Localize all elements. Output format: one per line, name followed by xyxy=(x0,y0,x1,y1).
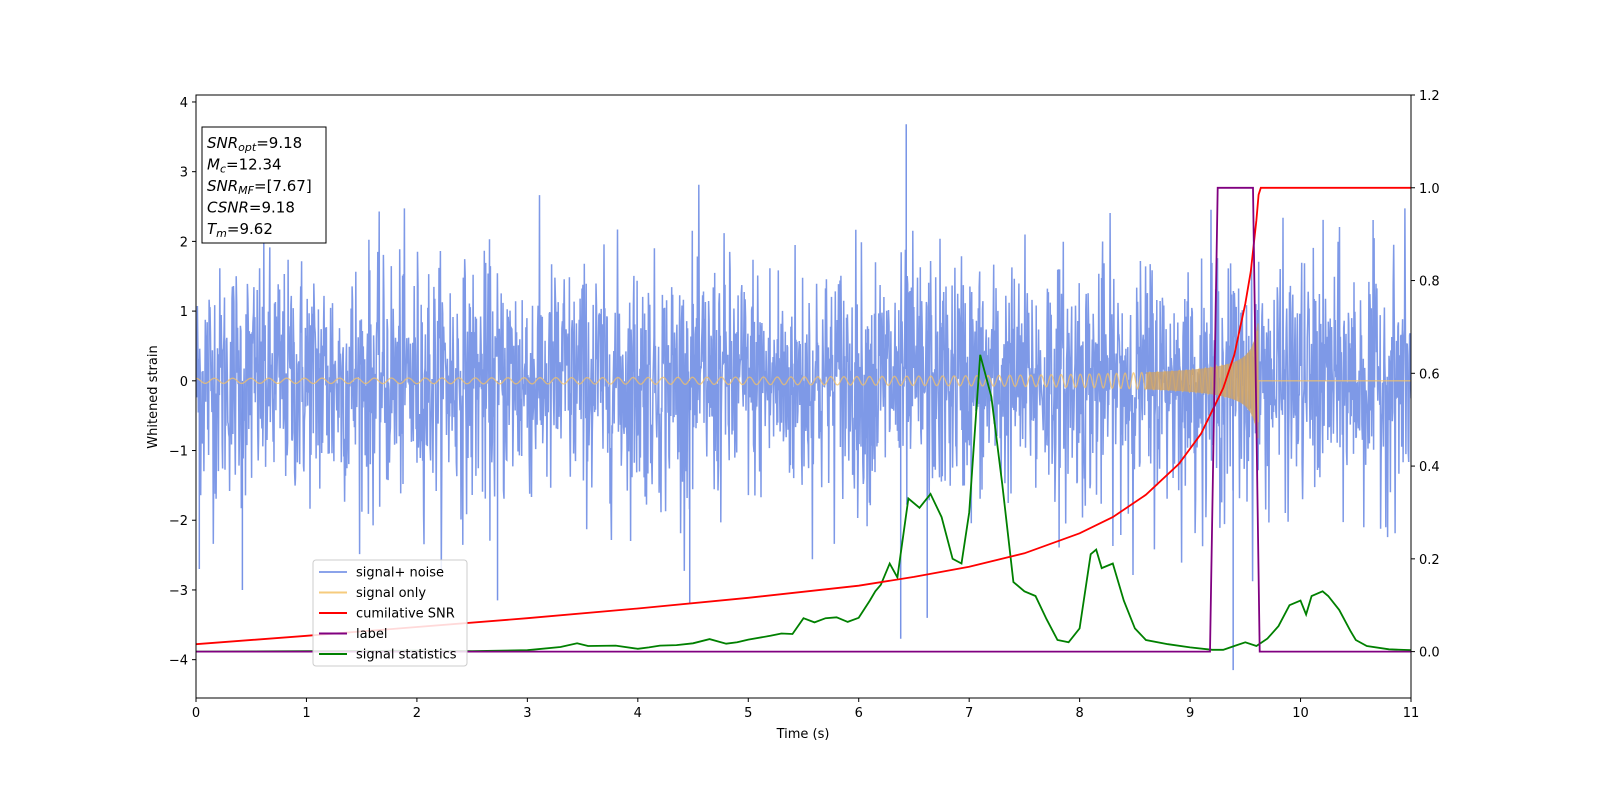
y-tick-label: 0 xyxy=(180,375,188,390)
series-cumilative-snr xyxy=(196,186,1411,646)
info-line: Mc=12.34 xyxy=(207,156,282,176)
x-axis: 0 1 2 3 4 5 6 7 8 9 10 11 xyxy=(192,698,1419,721)
x-axis-label: Time (s) xyxy=(776,727,830,742)
legend-label: signal statistics xyxy=(356,648,457,663)
y-tick-label: −3 xyxy=(169,584,188,599)
x-tick-label: 11 xyxy=(1403,706,1420,721)
legend-label: cumilative SNR xyxy=(356,607,455,622)
info-line: SNRopt=9.18 xyxy=(207,134,302,154)
x-tick-label: 4 xyxy=(634,706,642,721)
x-tick-label: 5 xyxy=(744,706,752,721)
legend-label: signal+ noise xyxy=(356,566,444,581)
y-tick-label: −1 xyxy=(169,445,188,460)
x-tick-label: 6 xyxy=(855,706,863,721)
plot-area-frame xyxy=(195,94,1412,699)
legend-label: label xyxy=(356,627,387,642)
y-tick-label: −4 xyxy=(169,654,188,669)
y-axis-left: −4 −3 −2 −1 0 1 2 3 4 xyxy=(169,96,196,669)
y-tick-label: 4 xyxy=(180,96,188,111)
info-line: SNRMF=[7.67] xyxy=(207,177,312,197)
x-tick-label: 8 xyxy=(1075,706,1083,721)
y2-tick-label: 0.4 xyxy=(1419,460,1440,475)
y-axis-right: 0.0 0.2 0.4 0.6 0.8 1.0 1.2 xyxy=(1411,89,1440,661)
y-tick-label: −2 xyxy=(169,514,188,529)
info-line: Tm=9.62 xyxy=(207,220,273,240)
chirp-envelope xyxy=(1145,323,1259,439)
legend: signal+ noise signal only cumilative SNR la… xyxy=(312,559,468,667)
series-signal-plus-noise xyxy=(196,124,1411,671)
y2-tick-label: 1.2 xyxy=(1419,89,1440,104)
x-tick-label: 10 xyxy=(1292,706,1309,721)
y2-tick-label: 0.2 xyxy=(1419,553,1440,568)
y2-tick-label: 0.6 xyxy=(1419,367,1440,382)
series-label xyxy=(196,186,1411,653)
y2-tick-label: 0.0 xyxy=(1419,646,1440,661)
y2-tick-label: 1.0 xyxy=(1419,182,1440,197)
info-line: CSNR=9.18 xyxy=(207,199,295,217)
y-tick-label: 3 xyxy=(180,166,188,181)
y-tick-label: 1 xyxy=(180,305,188,320)
series-signal-statistics xyxy=(196,354,1411,653)
x-tick-label: 9 xyxy=(1186,706,1194,721)
x-tick-label: 2 xyxy=(413,706,421,721)
series-signal-only xyxy=(196,323,1411,439)
y-tick-label: 2 xyxy=(180,235,188,250)
x-tick-label: 1 xyxy=(302,706,310,721)
x-tick-label: 3 xyxy=(523,706,531,721)
y-axis-label: Whitened strain xyxy=(146,345,161,448)
x-tick-label: 0 xyxy=(192,706,200,721)
y2-tick-label: 0.8 xyxy=(1419,275,1440,290)
x-tick-label: 7 xyxy=(965,706,973,721)
legend-label: signal only xyxy=(356,586,426,601)
